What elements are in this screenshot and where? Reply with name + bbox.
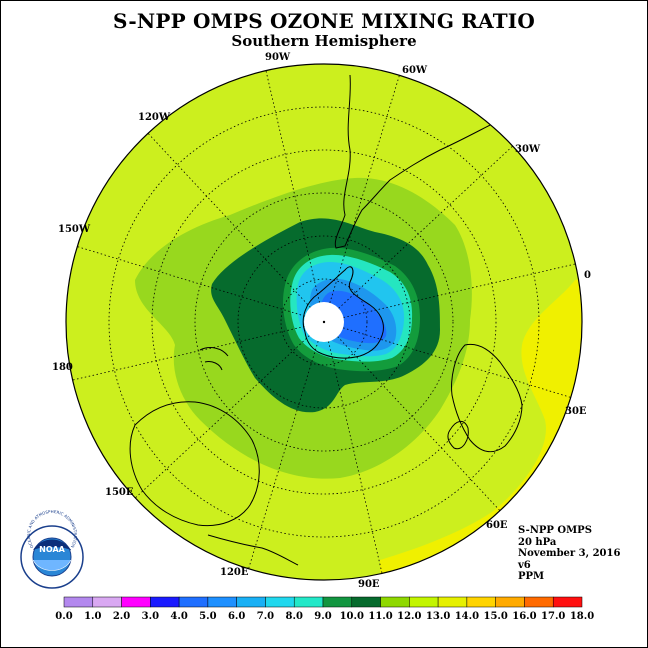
legend-tick-label: 10.0 [340,611,364,622]
coast-indonesia [207,534,299,566]
legend-tick-label: 8.0 [286,611,303,622]
info-units: PPM [518,571,545,583]
legend-tick-label: 3.0 [142,611,159,622]
legend-swatch [293,596,324,608]
lon-label-150e: 150E [105,487,134,498]
lon-label-120w: 120W [138,112,171,123]
meridian-line [265,70,325,323]
meridian-line [323,321,501,511]
noaa-logo-ring-text: NATIONAL OCEANIC AND ATMOSPHERIC ADMINIS… [0,0,78,561]
noaa-logo-text: NOAA [39,545,65,554]
meridian-line [147,133,325,323]
legend-swatch [150,596,180,608]
legend-tick-label: 14.0 [455,611,479,622]
legend-tick-label: 4.0 [170,611,187,622]
legend-tick-label: 17.0 [541,611,565,622]
meridians [72,70,576,574]
lon-label-30w: 30W [515,144,541,155]
legend-swatch [495,596,525,608]
legend-tick-label: 15.0 [483,611,507,622]
lon-label-30e: 30E [565,406,587,417]
legend-swatch [524,596,554,608]
lon-label-60e: 60E [486,520,508,531]
legend-swatch [63,596,94,608]
legend-tick-label: 16.0 [512,611,536,622]
legend-tick-label: 13.0 [426,611,450,622]
coast-madagascar [447,421,469,450]
meridian-line [77,246,325,323]
legend-tick-label: 12.0 [397,611,421,622]
legend-tick-label: 7.0 [257,611,274,622]
coast-australia [129,401,260,527]
lon-label-0: 0 [584,270,591,281]
legend-swatch [92,596,122,608]
meridian-line [72,321,325,381]
coast-antarctica [302,266,384,359]
meridian-line [135,321,325,499]
legend-swatch [552,596,583,608]
info-date: November 3, 2016 [518,548,621,560]
legend-tick-label: 18.0 [570,611,594,622]
legend-swatch [437,596,468,608]
meridian-line [323,263,576,323]
coastlines [129,74,531,566]
legend-swatch [380,596,410,608]
coast-south-america [334,74,531,249]
pole-marker [322,320,326,324]
info-version: v6 [518,559,531,571]
lon-label-60w: 60W [402,65,428,76]
legend-swatch [207,596,237,608]
legend-swatch [409,596,439,608]
svg-text:NATIONAL OCEANIC AND ATMOSPHER: NATIONAL OCEANIC AND ATMOSPHERIC ADMINIS… [0,0,78,561]
legend-tick-label: 2.0 [113,611,130,622]
lon-label-150w: 150W [58,224,91,235]
info-instrument: S-NPP OMPS [518,525,592,536]
legend-tick-label: 6.0 [228,611,245,622]
legend-swatch [466,596,496,608]
legend-swatch [121,596,151,608]
coast-africa [451,343,523,453]
meridian-line [323,321,571,398]
info-block: S-NPP OMPS 20 hPa November 3, 2016 v6 PP… [518,525,620,583]
longitude-labels: 90W 60W 30W 0 30E 60E 90E 120E 150E 180 … [52,52,591,590]
meridian-line [323,321,383,574]
meridian-line [248,321,325,569]
legend-swatch [178,596,209,608]
legend-swatch [265,596,295,608]
color-legend: 0.0 1.0 2.0 3.0 4.0 5.0 6.0 7.0 8.0 9.0 10.0 11.0 12… [55,596,594,622]
legend-tick-label: 9.0 [314,611,331,622]
lon-label-90w: 90W [265,52,291,63]
lon-label-90e: 90E [358,579,380,590]
meridian-line [323,145,513,323]
latitude-circles [108,106,540,538]
legend-swatch [236,596,266,608]
legend-tick-label: 5.0 [199,611,216,622]
info-pressure: 20 hPa [518,536,557,548]
coast-new-zealand [199,347,229,371]
legend-swatch [322,596,353,608]
chart-subtitle: Southern Hemisphere [231,32,417,50]
meridian-line [323,75,400,323]
chart-title: S-NPP OMPS OZONE MIXING RATIO [113,9,535,33]
lon-label-180: 180 [52,362,73,373]
legend-swatch [351,596,381,608]
map-boundary [65,63,583,581]
legend-tick-label: 1.0 [84,611,101,622]
legend-tick-label: 11.0 [368,611,392,622]
legend-tick-label: 0.0 [55,611,72,622]
lon-label-120e: 120E [220,567,249,578]
